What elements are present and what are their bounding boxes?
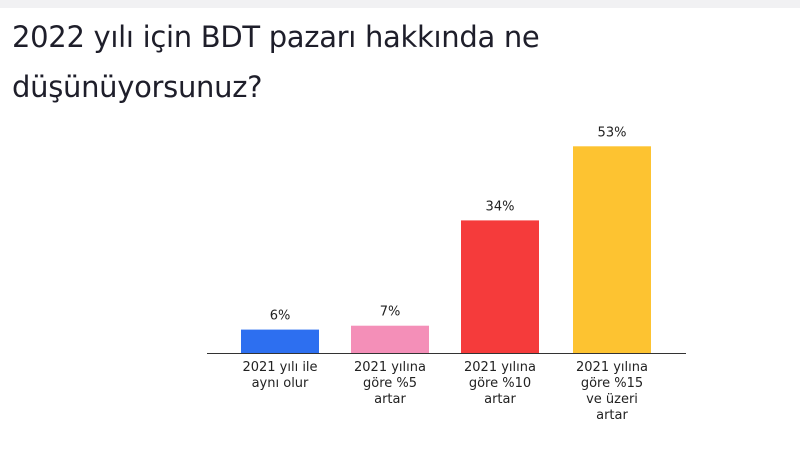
value-label: 53% xyxy=(598,125,627,140)
bar xyxy=(241,329,319,353)
value-label: 7% xyxy=(380,305,401,320)
x-tick-label: 2021 yılına göre %10 artar xyxy=(464,360,536,407)
bar xyxy=(351,325,429,353)
value-label: 34% xyxy=(486,199,515,214)
bar xyxy=(461,220,539,353)
value-label: 6% xyxy=(270,309,291,324)
x-tick-label: 2021 yılına göre %15 ve üzeri artar xyxy=(576,360,648,423)
x-tick-label: 2021 yılı ile aynı olur xyxy=(242,360,318,391)
chart-title: 2022 yılı için BDT pazarı hakkında ne dü… xyxy=(12,20,540,104)
top-band xyxy=(0,0,800,8)
bar xyxy=(573,146,651,353)
x-tick-label: 2021 yılına göre %5 artar xyxy=(354,360,426,407)
